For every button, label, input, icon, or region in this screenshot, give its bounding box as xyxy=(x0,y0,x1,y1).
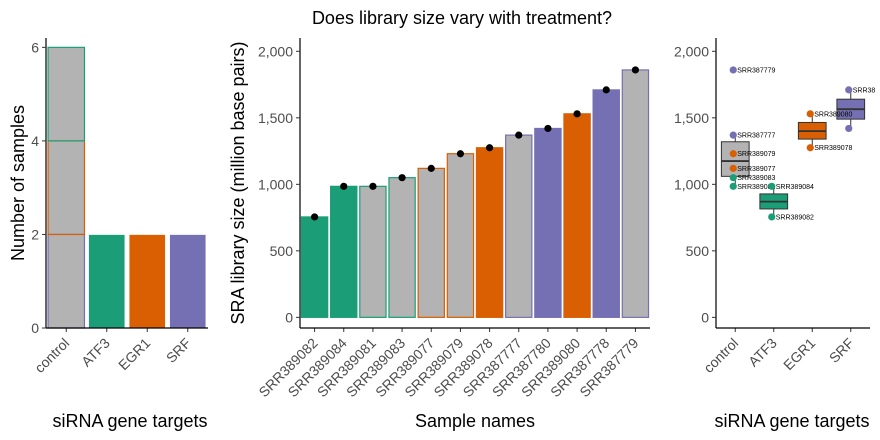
chart-title: Does library size vary with treatment? xyxy=(312,8,612,28)
panel1-x-axis-title: siRNA gene targets xyxy=(52,411,207,431)
bar-control xyxy=(48,47,85,329)
point-srr387780 xyxy=(544,124,552,133)
point-srr389077 xyxy=(427,164,435,172)
point-srr389081 xyxy=(369,182,377,190)
point-control xyxy=(729,182,737,190)
panel2-y-tick-label: 1,500 xyxy=(258,110,293,126)
panel1-y-axis-title: Number of samples xyxy=(8,105,28,261)
panel1-x-tick-label: ATF3 xyxy=(78,335,113,370)
bar-srr389081 xyxy=(359,185,387,318)
point-srr389078 xyxy=(485,144,494,152)
bar-control-outline-segment xyxy=(47,46,86,142)
panel1-y-tick-label: 4 xyxy=(31,133,39,149)
library-size-boxplot-panel: control ATF3 EGR1 SRF SRR387779 SRR387777 SRR3… xyxy=(674,38,875,376)
point-atf3 xyxy=(768,213,776,221)
point-label: SRR389077 xyxy=(737,166,775,173)
point-srr389083 xyxy=(398,174,406,182)
bar-srr389082 xyxy=(300,216,329,318)
point-control xyxy=(729,131,737,139)
point-srf xyxy=(845,124,853,133)
point-label: SRR389082 xyxy=(776,214,814,221)
panel3-y-tick-label: 1,000 xyxy=(674,176,709,192)
panel3-x-tick-label: SRF xyxy=(826,335,857,366)
point-label: SRR389078 xyxy=(814,145,852,152)
point-label: SRR387777 xyxy=(737,133,775,140)
point-label: SRR389079 xyxy=(737,151,775,158)
panel2-x-axis-title: Sample names xyxy=(415,411,535,431)
point-label: SRR387779 xyxy=(737,67,775,74)
bar-srr387779 xyxy=(621,69,650,318)
panel2-y-tick-label: 1,000 xyxy=(258,176,293,192)
point-srr389084 xyxy=(340,182,348,190)
panel3-x-tick-label: control xyxy=(700,335,741,376)
point-srr389082 xyxy=(310,213,319,221)
point-label: SRR389084 xyxy=(776,184,814,191)
point-label: SRR389080 xyxy=(814,111,852,118)
panel1-x-tick-label: EGR1 xyxy=(115,335,153,373)
point-srr389080 xyxy=(573,110,581,118)
point-egr1 xyxy=(806,110,814,118)
panel3-x-tick-label: ATF3 xyxy=(745,335,780,370)
panel2-y-tick-label: 0 xyxy=(285,309,293,325)
bar-srr389080 xyxy=(563,113,591,318)
panel1-x-tick-label: control xyxy=(31,335,72,376)
panel2-y-tick-label: 2,000 xyxy=(258,43,293,59)
point-srr389079 xyxy=(456,150,465,158)
panel1-x-tick-label: SRF xyxy=(163,335,194,366)
panel3-y-tick-label: 1,500 xyxy=(674,110,709,126)
point-control xyxy=(729,164,737,172)
bar-srr389083 xyxy=(388,177,416,318)
panel3-y-tick-label: 2,000 xyxy=(674,43,709,59)
bar-srr387777 xyxy=(505,134,533,318)
bar-atf3 xyxy=(88,234,126,329)
samples-per-target-panel: control ATF3 EGR1 SRF 0 2 4 6 xyxy=(31,38,208,376)
point-control xyxy=(729,150,737,158)
library-size-panel: SRR389082SRR389084SRR389081SRR389083SRR3… xyxy=(255,38,650,400)
point-egr1 xyxy=(806,144,814,152)
panel3-y-tick-label: 0 xyxy=(701,309,709,325)
bar-srr389077 xyxy=(417,167,445,318)
point-srr387779 xyxy=(631,66,640,74)
point-srr387778 xyxy=(602,86,610,94)
bar-egr1 xyxy=(128,234,166,329)
bar-srf xyxy=(169,234,207,329)
point-atf3 xyxy=(768,182,776,190)
point-srr387777 xyxy=(515,131,523,139)
bar-srr389079 xyxy=(446,153,475,318)
panel2-y-axis-title: SRA library size (million base pairs) xyxy=(228,41,248,324)
panel3-y-tick-label: 500 xyxy=(686,243,710,259)
bar-srr389084 xyxy=(330,185,358,318)
point-control xyxy=(729,66,737,74)
panel1-y-tick-label: 6 xyxy=(31,39,39,55)
point-label: SRR389081 xyxy=(737,184,775,191)
point-label: SRR38 xyxy=(853,87,876,94)
panel1-y-tick-label: 2 xyxy=(31,226,39,242)
panel3-x-tick-label: EGR1 xyxy=(780,335,818,373)
bar-srr389078 xyxy=(475,147,504,318)
point-label: SRR389083 xyxy=(737,175,775,182)
point-srf xyxy=(845,86,853,94)
panel3-x-axis-title: siRNA gene targets xyxy=(714,411,869,431)
bar-srr387778 xyxy=(592,89,620,318)
panel1-y-tick-label: 0 xyxy=(31,320,39,336)
point-control xyxy=(729,174,737,182)
bar-srr387780 xyxy=(534,127,562,318)
panel2-y-tick-label: 500 xyxy=(270,243,294,259)
